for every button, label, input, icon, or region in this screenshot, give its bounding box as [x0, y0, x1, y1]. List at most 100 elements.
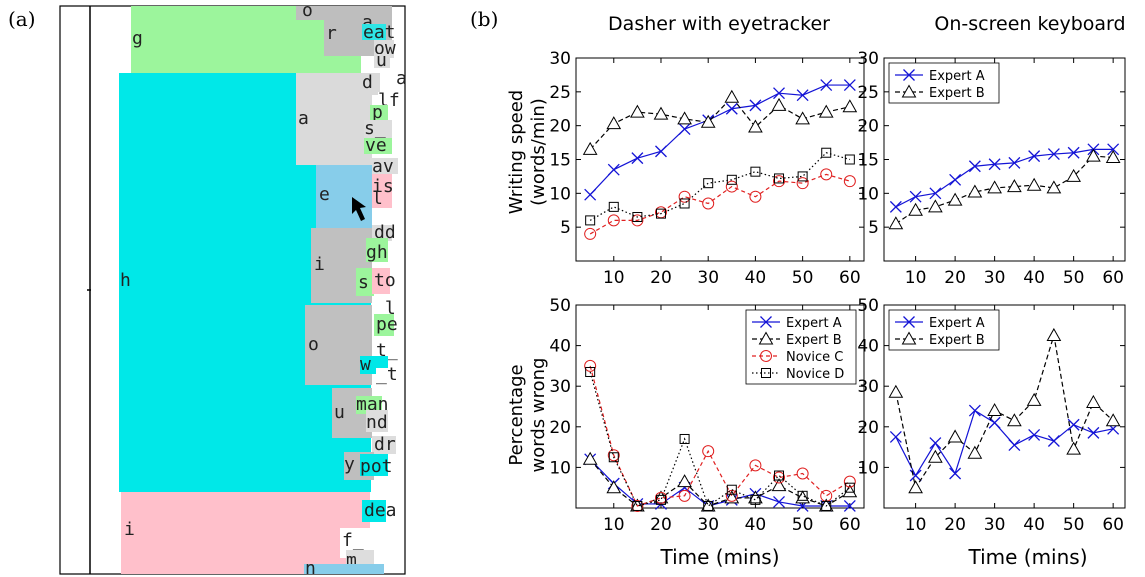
block-g-label: g	[132, 28, 143, 49]
block-a-mid-label: a	[298, 108, 309, 129]
chart-2-legend: Expert A Expert B Novice C Novice D	[745, 309, 857, 385]
chart-2-series-3-point	[585, 366, 596, 377]
block-a-mid[interactable]: a	[296, 73, 372, 165]
chart-1-series-0-point	[988, 158, 1001, 171]
chart-0-series-2-point	[678, 190, 691, 203]
block-pe[interactable]: pe	[374, 314, 398, 336]
chart-1-legend-marker-0	[903, 69, 915, 81]
chart-3-ytick-label: 20	[857, 418, 879, 438]
chart-1-series-0-point	[889, 200, 902, 213]
chart-1-ytick-label: 15	[857, 151, 879, 171]
block-h-label: h	[120, 270, 131, 291]
chart-3-xtick-label: 50	[1063, 515, 1085, 535]
chart-0-series-2-point	[843, 175, 856, 188]
chart-2-series-0-point	[773, 495, 785, 508]
chart-1-series-1-point	[928, 199, 943, 213]
chart-2: 10 20 30 40 50 60 10 20 30 40 50 Expert A Expert B No…	[549, 296, 865, 535]
block-i-bottom[interactable]: i	[121, 492, 370, 574]
chart-0-series-3-point	[844, 154, 855, 165]
block-ve[interactable]: ve	[364, 135, 392, 156]
chart-2-legend-marker-2	[760, 350, 772, 362]
chart-2-series-3-point	[608, 452, 619, 463]
block-l-under[interactable]: _l	[374, 298, 396, 319]
chart-0-series-0-point	[749, 99, 762, 112]
block-dd[interactable]: dd	[372, 222, 396, 243]
chart-2-series-3-point	[679, 433, 690, 444]
chart-2-legend-marker-1	[758, 331, 774, 345]
chart-0-series-0-point	[607, 163, 620, 176]
chart-1-xtick-label: 60	[1102, 268, 1124, 288]
block-dr-label: dr	[374, 434, 396, 455]
chart-2-legend-marker-0	[760, 316, 772, 328]
block-f-under-label: f_	[342, 530, 364, 551]
chart-1-ytick-label: 10	[857, 184, 879, 204]
block-ve-label: ve	[365, 135, 387, 156]
chart-0: 10 20 30 40 50 60 5 10 15 20 25 30	[549, 49, 865, 288]
chart-3-legend-label-0: Expert A	[929, 316, 985, 331]
block-dr[interactable]: dr	[372, 434, 396, 455]
block-under-t[interactable]: _t	[376, 364, 398, 385]
block-t-under[interactable]: t_	[376, 340, 404, 362]
chart-0-xtick-label: 20	[650, 268, 672, 288]
block-dea[interactable]: dea	[362, 500, 397, 522]
block-av[interactable]: av	[370, 156, 398, 177]
block-av-label: av	[372, 156, 394, 177]
chart-3-series-0-point	[889, 430, 902, 443]
chart-3-series-1-point	[947, 429, 963, 443]
chart-0-xtick-label: 60	[839, 268, 861, 288]
chart-0-ytick-label: 10	[549, 184, 571, 204]
chart-3-series-0-point	[968, 404, 981, 417]
chart-2-series-3-point	[844, 482, 855, 493]
block-pot[interactable]: pot	[360, 454, 393, 477]
block-nd[interactable]: nd	[366, 410, 388, 433]
chart-0-series-0-point	[584, 188, 597, 201]
chart-0-series-0-point	[678, 123, 691, 136]
block-man[interactable]: man	[356, 394, 389, 415]
block-p[interactable]: p	[370, 102, 388, 123]
chart-2-legend-marker-3	[761, 368, 771, 378]
row-title-speed-line1: Writing speed	[506, 90, 527, 214]
chart-0-series-3-point	[726, 174, 737, 185]
chart-0-series-1-point	[842, 99, 858, 113]
block-d[interactable]: d	[360, 72, 380, 95]
chart-0-series-2-point	[725, 180, 738, 193]
block-a-right[interactable]: a	[384, 68, 407, 89]
chart-0-series-2-point	[773, 175, 786, 188]
block-e-label: e	[319, 184, 330, 205]
chart-2-series-3-point	[632, 500, 643, 511]
block-r-label: r	[326, 23, 337, 44]
chart-0-series-1-point	[630, 104, 645, 118]
chart-0-series-3-point	[774, 173, 785, 184]
block-l[interactable]: l	[372, 188, 384, 209]
block-ow-label: ow	[374, 38, 396, 59]
chart-0-series-3-point	[821, 147, 832, 158]
block-u-label: u	[376, 50, 387, 71]
block-u[interactable]: u	[374, 50, 390, 71]
chart-0-series-1-point	[700, 114, 716, 128]
chart-2-legend-label-3: Novice D	[786, 367, 844, 382]
chart-1-series-1-point	[1007, 179, 1022, 193]
block-to[interactable]: to	[372, 268, 396, 294]
chart-0-ytick-label: 30	[549, 49, 571, 69]
chart-0-series-2-point	[749, 190, 762, 203]
chart-2-series-2-point	[796, 467, 809, 480]
chart-0-series-3-line	[589, 152, 851, 221]
chart-0-series-0-point	[773, 87, 785, 100]
block-gh[interactable]: gh	[366, 238, 388, 263]
chart-3-series-0-point	[1087, 426, 1100, 439]
chart-3-series-0-point	[1008, 439, 1021, 452]
block-s-under[interactable]: s_	[364, 118, 392, 139]
block-eat[interactable]: eat	[362, 22, 396, 43]
block-o-mid-label: o	[308, 334, 319, 355]
block-ow[interactable]: ow	[374, 38, 396, 59]
block-n[interactable]: n	[304, 558, 384, 577]
chart-1-ytick-label: 20	[857, 117, 879, 137]
block-f-under[interactable]: f_	[340, 528, 384, 558]
chart-0-series-1-point	[653, 106, 669, 120]
chart-0-xtick-label: 30	[697, 268, 719, 288]
chart-2-xtick-label: 20	[650, 515, 672, 535]
chart-0-series-1-point	[771, 97, 787, 111]
chart-3: 10 20 30 40 50 60 10 20 30 40 50 Expert A Expert B	[857, 296, 1126, 535]
chart-0-series-1-point	[606, 116, 622, 130]
block-s-mid[interactable]: s	[356, 268, 374, 296]
